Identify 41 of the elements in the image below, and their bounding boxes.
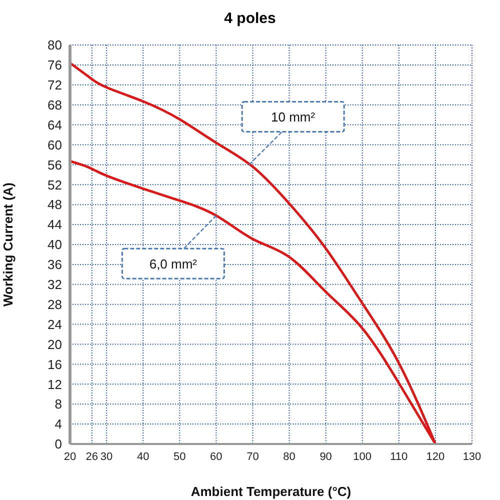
y-tick-label: 80 xyxy=(48,38,62,53)
y-tick-label: 12 xyxy=(48,376,62,392)
x-tick-label: 60 xyxy=(210,450,222,463)
y-tick-label: 76 xyxy=(48,58,62,73)
x-tick-label: 30 xyxy=(100,450,113,463)
y-tick-label: 56 xyxy=(48,157,62,172)
x-axis-title: Ambient Temperature (°C) xyxy=(190,484,352,499)
y-tick-label: 60 xyxy=(48,137,62,152)
chart-title: 4 poles xyxy=(223,10,277,27)
y-tick-label: 4 xyxy=(54,416,62,432)
x-tick-label: 90 xyxy=(320,450,332,463)
y-tick-label: 16 xyxy=(48,356,62,372)
callout-box: 10 mm² xyxy=(241,100,345,166)
x-tick-label: 80 xyxy=(283,450,296,463)
y-tick-label: 28 xyxy=(48,296,62,312)
x-tick-label: 50 xyxy=(174,450,186,463)
x-tick-label: 130 xyxy=(462,450,482,463)
y-tick-label: 68 xyxy=(48,97,62,112)
annotation: 6,0 mm² xyxy=(149,256,198,272)
x-tick-label: 70 xyxy=(246,450,259,463)
y-tick-label: 44 xyxy=(48,217,62,232)
x-tick-label: 120 xyxy=(426,450,445,463)
callout-box: 6,0 mm² xyxy=(121,215,225,280)
x-tick-label: 40 xyxy=(136,450,150,463)
y-tick-label: 20 xyxy=(48,336,62,352)
y-tick-label: 64 xyxy=(48,117,62,132)
y-tick-label: 48 xyxy=(48,197,62,212)
y-tick-label: 0 xyxy=(54,436,62,452)
x-tick-label: 100 xyxy=(353,450,372,463)
y-tick-label: 8 xyxy=(54,396,62,412)
x-tick-label: 20 xyxy=(64,450,76,463)
y-axis-title: Working Current (A) xyxy=(0,182,16,306)
y-tick-label: 24 xyxy=(48,316,62,332)
y-tick-label: 40 xyxy=(48,237,62,252)
x-tick-label: 110 xyxy=(390,450,408,463)
y-tick-label: 36 xyxy=(48,257,62,272)
y-tick-label: 52 xyxy=(48,177,62,192)
x-tick-label: 26 xyxy=(86,450,98,463)
y-tick-label: 72 xyxy=(48,78,62,93)
annotation: 10 mm² xyxy=(271,110,316,125)
y-tick-label: 32 xyxy=(48,277,62,292)
